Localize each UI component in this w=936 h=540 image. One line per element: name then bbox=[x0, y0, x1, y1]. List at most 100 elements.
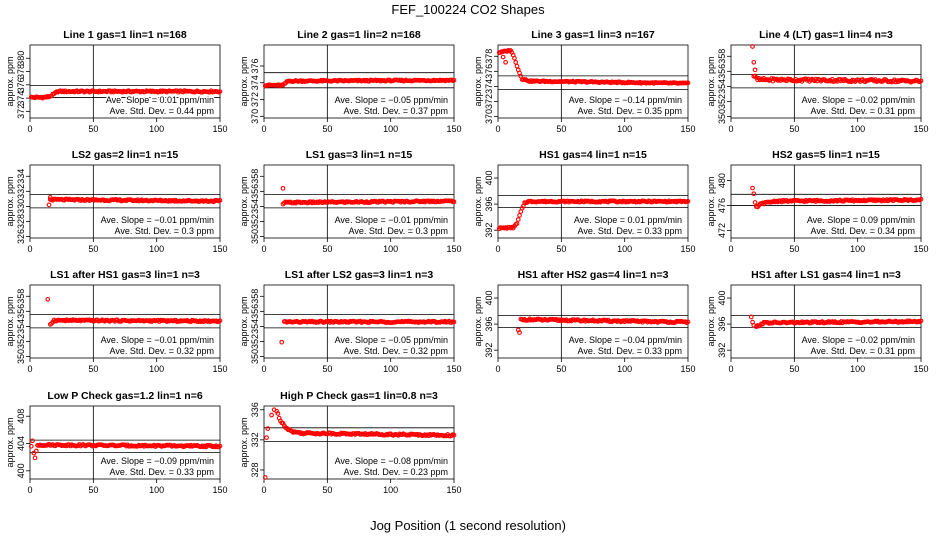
x-tick-label: 100 bbox=[149, 364, 164, 374]
y-tick-label: 356 bbox=[717, 64, 727, 79]
y-tick-label: 336 bbox=[250, 402, 260, 417]
y-tick-label: 378 bbox=[16, 64, 26, 79]
x-tick-label: 0 bbox=[495, 364, 500, 374]
stddev-annotation: Ave. Std. Dev. = 0.33 ppm bbox=[110, 467, 214, 477]
x-tick-label: 50 bbox=[322, 244, 332, 254]
y-tick-label: 370 bbox=[250, 109, 260, 124]
y-tick-label: 328 bbox=[250, 462, 260, 477]
panel-title: Line 2 gas=1 lin=2 n=168 bbox=[297, 29, 421, 41]
x-tick-label: 150 bbox=[212, 485, 227, 495]
slope-annotation: Ave. Slope = 0.01 ppm/min bbox=[106, 95, 214, 105]
y-tick-label: 332 bbox=[250, 432, 260, 447]
panel-title: Low P Check gas=1.2 lin=1 n=6 bbox=[47, 390, 202, 402]
x-tick-label: 50 bbox=[789, 244, 799, 254]
y-tick-label: 354 bbox=[250, 199, 260, 214]
x-tick-label: 50 bbox=[322, 124, 332, 134]
stddev-annotation: Ave. Std. Dev. = 0.32 ppm bbox=[344, 346, 448, 356]
data-point bbox=[265, 426, 271, 431]
panel-frame bbox=[29, 44, 221, 119]
y-axis-label: approx. ppm bbox=[473, 56, 483, 106]
y-tick-label: 396 bbox=[717, 317, 727, 332]
data-point bbox=[217, 318, 223, 324]
data-point bbox=[751, 323, 757, 328]
x-tick-label: 0 bbox=[261, 124, 266, 134]
data-point bbox=[918, 78, 924, 84]
x-tick-label: 50 bbox=[322, 485, 332, 495]
panel-7: HS1 gas=4 lin=1 n=15 392 396 400 0 50 100 150 ap… bbox=[473, 149, 696, 254]
x-tick-label: 100 bbox=[850, 244, 865, 254]
y-tick-label: 358 bbox=[250, 289, 260, 304]
data-point bbox=[451, 199, 457, 205]
x-tick-label: 50 bbox=[88, 364, 98, 374]
slope-annotation: Ave. Slope = 0.09 ppm/min bbox=[807, 215, 915, 225]
x-tick-label: 150 bbox=[913, 244, 928, 254]
y-axis-label: approx. ppm bbox=[5, 56, 15, 106]
y-axis-label: approx. ppm bbox=[239, 56, 249, 106]
data-point bbox=[217, 198, 223, 203]
y-tick-label: 352 bbox=[250, 214, 260, 229]
panel-title: LS1 gas=3 lin=1 n=15 bbox=[306, 149, 413, 161]
stddev-annotation: Ave. Std. Dev. = 0.35 ppm bbox=[578, 106, 682, 116]
y-tick-label: 408 bbox=[16, 409, 26, 424]
panel-title: Line 3 gas=1 lin=3 n=167 bbox=[531, 29, 655, 41]
stddev-annotation: Ave. Std. Dev. = 0.3 ppm bbox=[349, 226, 448, 236]
data-point bbox=[748, 314, 754, 320]
data-point bbox=[503, 59, 508, 65]
data-point bbox=[451, 432, 457, 438]
x-tick-label: 0 bbox=[27, 485, 32, 495]
data-point bbox=[500, 54, 506, 60]
x-tick-label: 50 bbox=[88, 244, 98, 254]
slope-annotation: Ave. Slope = −0.01 ppm/min bbox=[335, 215, 448, 225]
x-tick-label: 100 bbox=[617, 244, 632, 254]
y-tick-label: 352 bbox=[16, 334, 26, 349]
x-tick-label: 100 bbox=[383, 364, 398, 374]
x-tick-label: 0 bbox=[728, 244, 733, 254]
data-point bbox=[46, 202, 52, 208]
panel-11: HS1 after HS2 gas=4 lin=1 n=3 392 396 400 0 5… bbox=[473, 269, 696, 374]
y-tick-label: 350 bbox=[16, 349, 26, 364]
y-tick-label: 472 bbox=[717, 223, 727, 238]
x-tick-label: 0 bbox=[261, 244, 266, 254]
data-point bbox=[47, 195, 53, 200]
panel-title: HS1 after LS1 gas=4 lin=1 n=3 bbox=[751, 269, 901, 281]
x-tick-label: 0 bbox=[728, 124, 733, 134]
data-point bbox=[45, 296, 51, 302]
y-tick-label: 332 bbox=[16, 184, 26, 199]
x-tick-label: 150 bbox=[913, 124, 928, 134]
y-tick-label: 392 bbox=[717, 343, 727, 358]
data-point bbox=[685, 198, 691, 204]
data-point bbox=[264, 435, 269, 440]
x-tick-label: 100 bbox=[850, 364, 865, 374]
panel-title: LS2 gas=2 lin=1 n=15 bbox=[72, 149, 179, 161]
y-axis-label: approx. ppm bbox=[473, 176, 483, 226]
x-tick-label: 100 bbox=[850, 124, 865, 134]
data-point bbox=[752, 67, 758, 73]
data-point bbox=[275, 411, 281, 416]
panel-title: High P Check gas=1 lin=0.8 n=3 bbox=[280, 390, 438, 402]
slope-annotation: Ave. Slope = −0.09 ppm/min bbox=[101, 456, 214, 466]
panel-title: Line 4 (LT) gas=1 lin=4 n=3 bbox=[759, 29, 893, 41]
data-point bbox=[750, 44, 755, 49]
y-tick-label: 372 bbox=[484, 94, 494, 109]
x-tick-label: 0 bbox=[728, 364, 733, 374]
y-tick-label: 356 bbox=[250, 304, 260, 319]
x-tick-label: 150 bbox=[680, 244, 695, 254]
data-point bbox=[217, 443, 223, 449]
y-tick-label: 358 bbox=[250, 169, 260, 184]
data-point bbox=[685, 319, 691, 325]
data-point bbox=[517, 330, 522, 335]
slope-annotation: Ave. Slope = 0.01 ppm/min bbox=[574, 215, 682, 225]
x-tick-label: 100 bbox=[383, 485, 398, 495]
x-tick-label: 150 bbox=[212, 124, 227, 134]
y-tick-label: 376 bbox=[16, 77, 26, 92]
x-tick-label: 150 bbox=[446, 485, 461, 495]
y-axis-label: approx. ppm bbox=[5, 176, 15, 226]
x-tick-label: 50 bbox=[789, 364, 799, 374]
y-tick-label: 372 bbox=[250, 92, 260, 107]
data-point bbox=[271, 407, 277, 413]
data-point bbox=[514, 221, 520, 226]
y-tick-label: 356 bbox=[250, 184, 260, 199]
y-tick-label: 370 bbox=[484, 109, 494, 124]
